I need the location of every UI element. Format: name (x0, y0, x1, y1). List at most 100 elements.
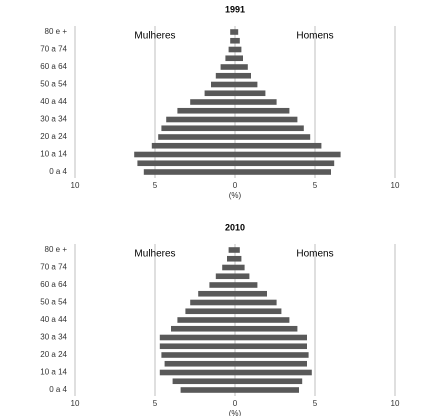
chart-title: 1991 (225, 4, 245, 14)
bar (235, 169, 331, 175)
y-tick-label: 20 a 24 (40, 350, 67, 359)
y-tick-label: 0 a 4 (49, 385, 67, 394)
bar (158, 134, 235, 140)
bar (222, 264, 235, 271)
bar (235, 72, 251, 79)
bar (235, 29, 239, 35)
bar (161, 125, 235, 132)
x-tick-label: 5 (313, 399, 318, 408)
bar (211, 81, 235, 88)
x-tick-label: 5 (153, 181, 158, 190)
bar (220, 64, 235, 70)
bar (235, 125, 304, 132)
y-tick-label: 50 a 54 (40, 80, 67, 89)
bar (235, 317, 290, 323)
bar (235, 160, 335, 167)
bar (227, 255, 235, 262)
x-tick-label: 5 (313, 181, 318, 190)
x-tick-label: 10 (71, 181, 80, 190)
bar (159, 369, 235, 376)
bar (235, 299, 277, 306)
bar (235, 134, 311, 140)
bar (235, 142, 322, 149)
bar (235, 325, 298, 332)
series-label: Homens (296, 249, 333, 260)
y-tick-label: 20 a 24 (40, 132, 67, 141)
bar (228, 46, 235, 53)
bar (209, 282, 235, 288)
bar (190, 99, 235, 105)
x-axis-label: (%) (229, 191, 242, 200)
bar (198, 290, 235, 297)
y-tick-label: 10 a 14 (40, 368, 67, 377)
bar (143, 169, 235, 175)
bar (172, 378, 235, 385)
bar (235, 290, 267, 297)
bar (185, 308, 235, 315)
bar (235, 247, 240, 253)
bar (235, 387, 299, 393)
y-tick-label: 30 a 34 (40, 333, 67, 342)
x-tick-label: 0 (233, 181, 238, 190)
bar (235, 255, 242, 262)
y-tick-label: 50 a 54 (40, 298, 67, 307)
x-tick-label: 10 (391, 399, 400, 408)
bar (235, 37, 240, 44)
bar (215, 273, 235, 280)
bar (159, 343, 235, 350)
bar (230, 29, 235, 35)
bar (235, 107, 290, 114)
bar (235, 369, 312, 376)
series-label: Homens (296, 31, 333, 42)
y-tick-label: 30 a 34 (40, 115, 67, 124)
bar (204, 90, 235, 97)
x-tick-label: 10 (391, 181, 400, 190)
chart-title: 2010 (225, 222, 245, 232)
y-tick-label: 40 a 44 (40, 97, 67, 106)
x-tick-label: 10 (71, 399, 80, 408)
bar (235, 55, 243, 62)
bar (230, 37, 235, 44)
bar (235, 151, 341, 158)
bar (190, 299, 235, 306)
bar (225, 55, 235, 62)
bar (159, 334, 235, 341)
bar (177, 317, 235, 323)
y-tick-label: 60 a 64 (40, 62, 67, 71)
bar (235, 352, 309, 358)
bar (235, 116, 298, 123)
bar (235, 360, 307, 367)
x-axis-label: (%) (229, 409, 242, 416)
x-tick-label: 5 (153, 399, 158, 408)
bar (235, 90, 266, 97)
bar (235, 378, 303, 385)
y-tick-label: 60 a 64 (40, 280, 67, 289)
y-tick-label: 80 e + (45, 27, 68, 36)
bar (228, 247, 235, 253)
bar (235, 99, 277, 105)
bar (137, 160, 235, 167)
bar (180, 387, 235, 393)
bar (171, 325, 235, 332)
y-tick-label: 40 a 44 (40, 315, 67, 324)
bar (151, 142, 235, 149)
bar (161, 352, 235, 358)
bar (164, 360, 235, 367)
bar (166, 116, 235, 123)
series-label: Mulheres (134, 31, 175, 42)
y-tick-label: 10 a 14 (40, 150, 67, 159)
x-tick-label: 0 (233, 399, 238, 408)
bar (235, 334, 307, 341)
bar (177, 107, 235, 114)
bar (235, 64, 248, 70)
bar (235, 46, 242, 53)
bar (235, 264, 245, 271)
y-tick-label: 0 a 4 (49, 167, 67, 176)
y-tick-label: 70 a 74 (40, 45, 67, 54)
bar (235, 81, 258, 88)
bar (235, 343, 307, 350)
bar (215, 72, 235, 79)
bar (235, 282, 258, 288)
bar (235, 273, 250, 280)
